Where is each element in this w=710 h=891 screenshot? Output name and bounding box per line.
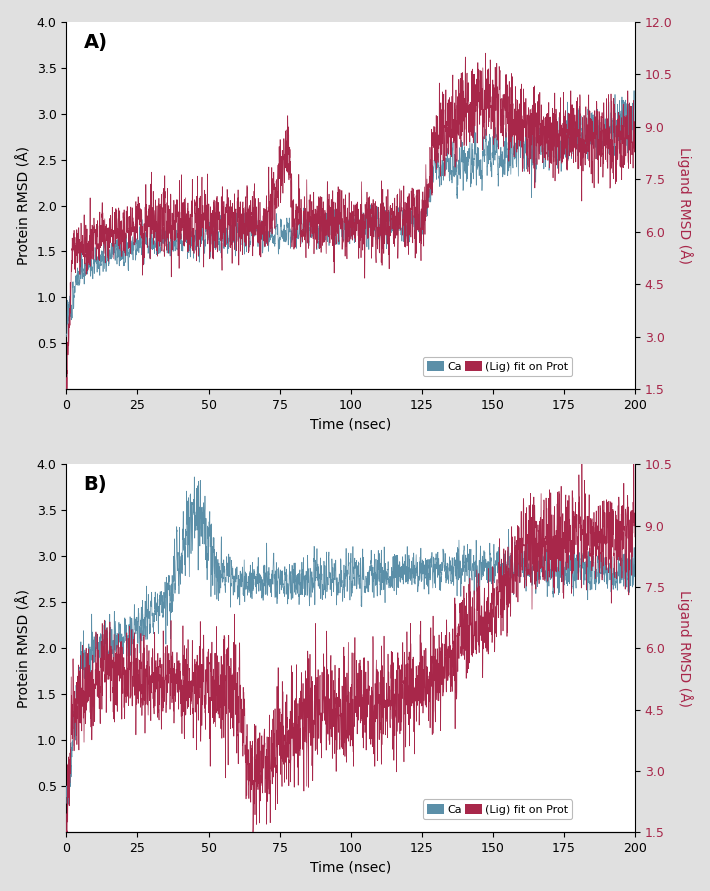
Y-axis label: Protein RMSD (Å): Protein RMSD (Å) [16,589,31,707]
Y-axis label: Ligand RMSD (Å): Ligand RMSD (Å) [677,147,694,264]
Y-axis label: Protein RMSD (Å): Protein RMSD (Å) [16,146,31,265]
Legend: Ca, (Lig) fit on Prot: Ca, (Lig) fit on Prot [422,799,572,819]
Y-axis label: Ligand RMSD (Å): Ligand RMSD (Å) [677,590,694,707]
Text: B): B) [84,476,107,495]
Legend: Ca, (Lig) fit on Prot: Ca, (Lig) fit on Prot [422,356,572,376]
X-axis label: Time (nsec): Time (nsec) [310,861,391,874]
Text: A): A) [84,33,107,52]
X-axis label: Time (nsec): Time (nsec) [310,418,391,431]
